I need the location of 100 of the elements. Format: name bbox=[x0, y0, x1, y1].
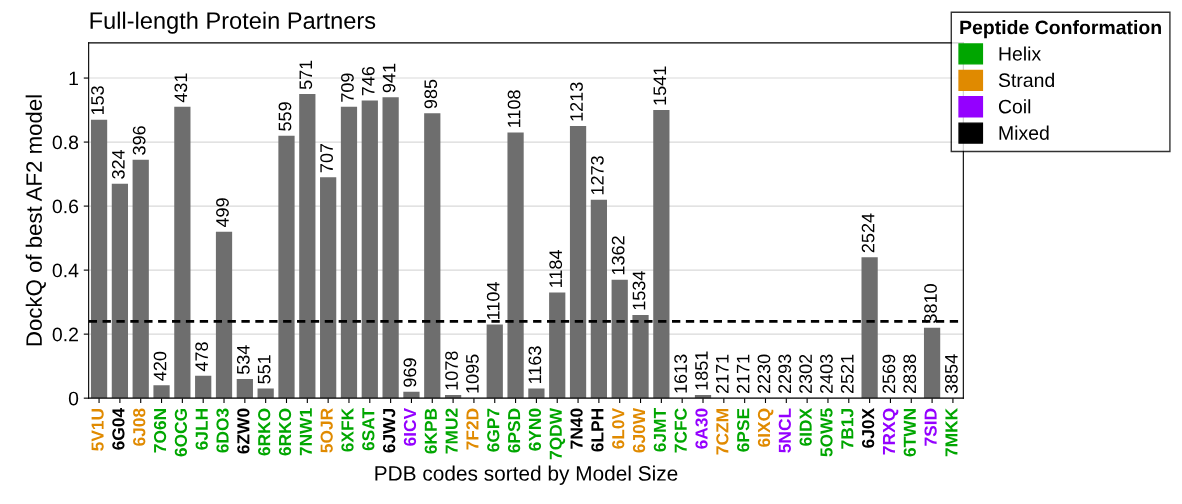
x-tick-label: 6KPB bbox=[424, 408, 437, 454]
x-tick-label: 6YN0 bbox=[528, 408, 542, 451]
annotation: 551 bbox=[257, 355, 271, 384]
annotation: 153 bbox=[91, 86, 104, 115]
bar bbox=[923, 327, 941, 399]
annotation: 420 bbox=[153, 351, 167, 381]
annotation: 3810 bbox=[924, 284, 937, 323]
x-tick-label: 5OW5 bbox=[820, 408, 833, 457]
annotation: 2171 bbox=[736, 354, 750, 394]
x-tick-label: 6DO3 bbox=[216, 408, 229, 453]
x-tick-label: 6OCG bbox=[174, 408, 188, 457]
x-tick-label: 6ICV bbox=[403, 408, 417, 446]
annotation: 324 bbox=[111, 149, 125, 179]
x-tick-label: 6TWN bbox=[903, 409, 916, 457]
bar bbox=[90, 119, 108, 399]
annotation: 571 bbox=[299, 60, 313, 90]
annotation: 1273 bbox=[590, 156, 604, 195]
annotation: 1851 bbox=[695, 351, 708, 390]
annotation: 396 bbox=[132, 126, 146, 155]
y-tick-label: 0.2 bbox=[52, 327, 78, 342]
annotation: 709 bbox=[341, 73, 354, 102]
annotation: 2403 bbox=[820, 354, 833, 394]
x-tick-label: 7RXQ bbox=[882, 408, 899, 455]
annotation: 1541 bbox=[653, 66, 667, 105]
x-tick-label: 6J08 bbox=[133, 408, 146, 446]
x-tick-label: 6J0W bbox=[632, 407, 646, 453]
annotation: 2569 bbox=[882, 354, 896, 394]
annotation: 3854 bbox=[944, 354, 958, 394]
bar bbox=[320, 177, 337, 399]
y-tick-label: 0 bbox=[68, 391, 79, 406]
bar bbox=[340, 106, 358, 399]
x-tick-label: 7O6N bbox=[153, 409, 167, 453]
text: Strand bbox=[998, 72, 1054, 88]
annotation: 969 bbox=[403, 358, 417, 387]
annotation: 1108 bbox=[507, 90, 521, 127]
x-tick-label: 6JLH bbox=[195, 409, 208, 450]
bar bbox=[403, 391, 420, 399]
x-tick-label: 5OJR bbox=[320, 408, 333, 453]
annotation: 478 bbox=[195, 342, 209, 372]
bar bbox=[236, 378, 253, 399]
x-tick-label: 6JWJ bbox=[382, 409, 396, 453]
bar bbox=[861, 257, 878, 399]
y-tick-label: 0.4 bbox=[52, 263, 79, 278]
x-tick-label: 6LPH bbox=[591, 409, 604, 452]
y-tick-label: 0.8 bbox=[52, 135, 79, 150]
annotation: 1534 bbox=[632, 271, 646, 310]
bar bbox=[549, 292, 566, 399]
bar bbox=[132, 159, 149, 399]
bar bbox=[153, 385, 170, 399]
bar bbox=[195, 375, 212, 399]
x-tick-label: 7CZM bbox=[716, 409, 729, 455]
annotation: 1213 bbox=[570, 82, 583, 121]
annotation: 2524 bbox=[861, 213, 875, 253]
annotation: 985 bbox=[424, 79, 438, 109]
annotation: 534 bbox=[236, 345, 250, 375]
annotation: 1184 bbox=[549, 250, 563, 287]
annotation: 2838 bbox=[903, 354, 917, 394]
x-tick-label: 6G04 bbox=[112, 407, 125, 450]
x-tick-label: 5NCL bbox=[778, 408, 791, 453]
annotation: 941 bbox=[382, 63, 396, 93]
bar bbox=[507, 132, 524, 399]
y-tick-label: 1 bbox=[69, 71, 78, 86]
y-axis-title: DockQ of best AF2 model bbox=[25, 95, 46, 346]
annotation: 2230 bbox=[757, 354, 771, 394]
chart-title: Full-length Protein Partners bbox=[90, 11, 376, 34]
text: Helix bbox=[999, 46, 1041, 61]
annotation: 1104 bbox=[486, 282, 500, 319]
annotation: 1095 bbox=[465, 354, 479, 393]
bar bbox=[590, 199, 607, 399]
x-tick-label: 6ZW0 bbox=[237, 408, 250, 454]
text: Mixed bbox=[999, 125, 1049, 140]
bar bbox=[299, 94, 316, 399]
legend-title: Peptide Conformation bbox=[960, 20, 1161, 39]
bar bbox=[611, 279, 628, 399]
bar bbox=[382, 97, 399, 399]
annotation: 746 bbox=[361, 66, 375, 96]
x-tick-label: 6JMT bbox=[653, 408, 667, 452]
x-tick-label: 6J0X bbox=[861, 408, 875, 448]
x-tick-label: 7NW1 bbox=[299, 408, 312, 456]
x-tick-label: 6L0V bbox=[612, 408, 625, 449]
x-tick-label: 6GP7 bbox=[487, 408, 500, 452]
x-tick-label: 6XFK bbox=[341, 408, 354, 452]
bar bbox=[528, 388, 545, 399]
x-axis-title: PDB codes sorted by Model Size bbox=[375, 465, 678, 485]
annotation: 1613 bbox=[674, 354, 688, 393]
annotation: 559 bbox=[278, 102, 292, 131]
annotation: 2302 bbox=[799, 354, 812, 394]
bar bbox=[569, 126, 587, 399]
x-tick-label: 6RKO bbox=[278, 408, 292, 456]
bar bbox=[694, 394, 712, 399]
annotation: 2521 bbox=[840, 354, 854, 394]
bar bbox=[653, 110, 670, 399]
annotation: 1163 bbox=[528, 346, 542, 384]
x-tick-label: 7QDW bbox=[549, 407, 566, 460]
x-tick-label: 6IDX bbox=[799, 408, 812, 446]
x-tick-label: 5V1U bbox=[91, 408, 104, 451]
bar bbox=[486, 324, 503, 399]
x-tick-label: 7MU2 bbox=[445, 408, 458, 454]
annotation: 1078 bbox=[445, 351, 458, 390]
bar bbox=[424, 113, 441, 399]
